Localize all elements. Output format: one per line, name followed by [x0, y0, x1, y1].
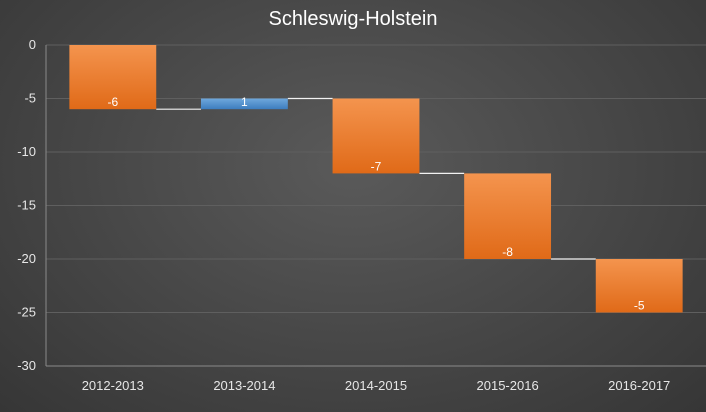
- x-tick-label: 2016-2017: [608, 378, 670, 393]
- y-tick-label: -20: [17, 251, 36, 266]
- y-tick-label: -5: [24, 91, 36, 106]
- y-tick-label: 0: [29, 37, 36, 52]
- y-tick-label: -25: [17, 305, 36, 320]
- chart-title: Schleswig-Holstein: [268, 8, 438, 30]
- x-tick-label: 2012-2013: [82, 378, 144, 393]
- waterfall-bar: [332, 98, 420, 174]
- waterfall-bar: [464, 173, 552, 259]
- data-label: -8: [502, 245, 513, 259]
- waterfall-bar: [595, 259, 683, 313]
- y-tick-label: -15: [17, 198, 36, 213]
- data-label: -7: [371, 159, 382, 173]
- waterfall-bar: [69, 45, 157, 110]
- x-tick-label: 2013-2014: [213, 378, 275, 393]
- x-tick-label: 2015-2016: [477, 378, 539, 393]
- data-label: -5: [634, 299, 645, 313]
- waterfall-bar: [200, 98, 288, 110]
- data-label: -6: [107, 95, 118, 109]
- y-tick-label: -10: [17, 144, 36, 159]
- y-tick-label: -30: [17, 358, 36, 373]
- data-label: 1: [241, 95, 248, 109]
- x-tick-label: 2014-2015: [345, 378, 407, 393]
